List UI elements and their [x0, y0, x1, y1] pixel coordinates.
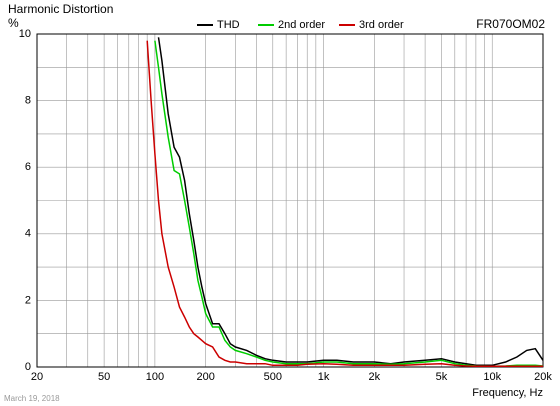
x-tick-label: 50 [98, 371, 110, 383]
y-tick-label: 8 [25, 95, 31, 107]
x-axis-label: Frequency, Hz [472, 387, 543, 399]
legend-label: 2nd order [278, 19, 325, 31]
x-tick-label: 500 [264, 371, 282, 383]
plot-frame [36, 33, 544, 368]
x-tick-label: 10k [483, 371, 501, 383]
x-tick-label: 5k [436, 371, 448, 383]
y-tick-label: 2 [25, 294, 31, 306]
x-tick-label: 20 [31, 371, 43, 383]
y-tick-label: 10 [19, 28, 31, 40]
data-line [157, 37, 544, 367]
x-tick-label: 100 [146, 371, 164, 383]
x-tick-label: 20k [534, 371, 552, 383]
y-tick-label: 4 [25, 228, 31, 240]
y-tick-label: 0 [25, 361, 31, 373]
date-label: March 19, 2018 [4, 394, 60, 403]
model-label: FR070OM02 [476, 17, 545, 31]
legend-label: 3rd order [359, 19, 404, 31]
x-tick-label: 200 [196, 371, 214, 383]
chart-title: Harmonic Distortion [8, 2, 113, 16]
x-tick-label: 2k [369, 371, 381, 383]
legend-label: THD [217, 19, 240, 31]
y-tick-label: 6 [25, 161, 31, 173]
data-line [146, 40, 543, 368]
x-tick-label: 1k [318, 371, 330, 383]
y-axis-label: % [8, 16, 19, 30]
